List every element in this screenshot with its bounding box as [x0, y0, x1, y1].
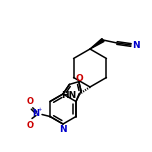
Text: N: N [133, 40, 140, 50]
Text: HN: HN [61, 90, 76, 100]
Text: -: - [32, 121, 34, 126]
Text: O: O [76, 74, 84, 83]
Text: N: N [32, 109, 39, 117]
Text: N: N [59, 125, 67, 134]
Polygon shape [90, 38, 104, 49]
Text: +: + [37, 107, 42, 112]
Text: O: O [26, 121, 33, 131]
Text: O: O [26, 97, 33, 107]
